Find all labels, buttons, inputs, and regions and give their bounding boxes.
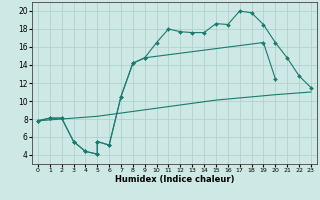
X-axis label: Humidex (Indice chaleur): Humidex (Indice chaleur) [115, 175, 234, 184]
